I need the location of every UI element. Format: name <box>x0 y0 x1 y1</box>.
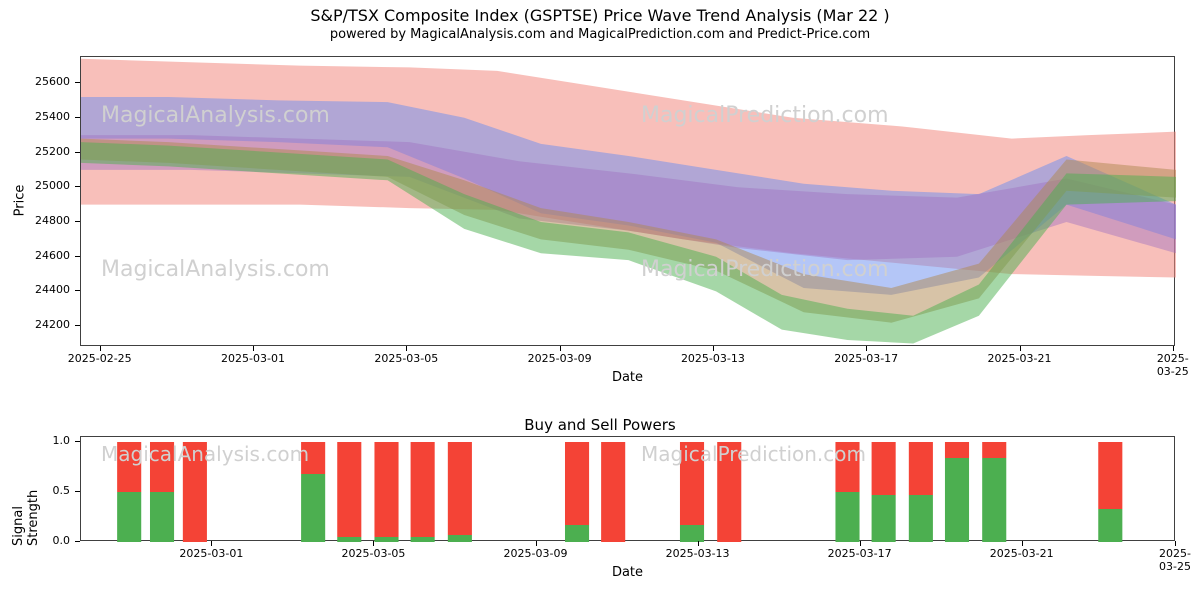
sell-bar <box>183 442 207 542</box>
buy-bar <box>301 474 325 542</box>
buy-bar <box>680 525 704 542</box>
subtitle: powered by MagicalAnalysis.com and Magic… <box>0 27 1200 42</box>
x-tick-label: 2025-03-13 <box>666 547 730 560</box>
y-tick-mark <box>75 117 80 118</box>
sell-bar <box>909 442 933 495</box>
sell-bar <box>601 442 625 542</box>
sell-bar <box>374 442 398 537</box>
buy-bar <box>565 525 589 542</box>
x-tick-label: 2025-03-09 <box>528 352 592 365</box>
x-tick-mark <box>698 541 699 546</box>
buy-bar <box>1098 509 1122 542</box>
y-tick-mark <box>75 186 80 187</box>
sell-bar <box>117 442 141 492</box>
x-tick-mark <box>100 346 101 351</box>
signal-chart-plot-area: MagicalAnalysis.com MagicalPrediction.co… <box>80 436 1175 541</box>
x-tick-mark <box>560 346 561 351</box>
buy-bar <box>150 492 174 542</box>
x-tick-mark <box>373 541 374 546</box>
y-tick-label: 25600 <box>10 75 70 88</box>
sell-bar <box>945 442 969 458</box>
sell-bar <box>150 442 174 492</box>
x-tick-label: 2025-03-09 <box>504 547 568 560</box>
main-title: S&P/TSX Composite Index (GSPTSE) Price W… <box>0 6 1200 25</box>
y-tick-label: 24400 <box>10 283 70 296</box>
x-tick-mark <box>866 346 867 351</box>
buy-bar <box>909 495 933 542</box>
x-tick-label: 2025-03-17 <box>828 547 892 560</box>
y-tick-label: 25400 <box>10 110 70 123</box>
sell-bar <box>835 442 859 492</box>
x-tick-label: 2025-03-21 <box>990 547 1054 560</box>
y-tick-mark <box>75 152 80 153</box>
y-tick-label: 24200 <box>10 318 70 331</box>
x-tick-label: 2025-02-25 <box>68 352 132 365</box>
y-tick-mark <box>75 82 80 83</box>
sell-bar <box>680 442 704 525</box>
buy-bar <box>872 495 896 542</box>
x-tick-label: 2025-03-17 <box>834 352 898 365</box>
sell-bar <box>717 442 741 542</box>
buy-bar <box>945 458 969 542</box>
price-bands-svg <box>81 57 1176 347</box>
sell-bar <box>1098 442 1122 509</box>
y-tick-mark <box>75 221 80 222</box>
x-tick-mark <box>1020 346 1021 351</box>
x-tick-label: 2025-03-01 <box>179 547 243 560</box>
x-tick-label: 2025-03-05 <box>374 352 438 365</box>
x-tick-mark <box>253 346 254 351</box>
x-tick-mark <box>713 346 714 351</box>
x-tick-mark <box>1022 541 1023 546</box>
y-tick-mark <box>75 491 80 492</box>
x-tick-mark <box>1173 346 1174 351</box>
y-tick-label: 25200 <box>10 145 70 158</box>
signal-bars-svg <box>81 437 1176 542</box>
signal-chart-title: Buy and Sell Powers <box>0 416 1200 434</box>
sell-bar <box>411 442 435 537</box>
y-tick-mark <box>75 441 80 442</box>
sell-bar <box>872 442 896 495</box>
sell-bar <box>448 442 472 535</box>
x-tick-mark <box>211 541 212 546</box>
y-tick-mark <box>75 290 80 291</box>
y-tick-mark <box>75 256 80 257</box>
price-chart-plot-area: MagicalAnalysis.com MagicalPrediction.co… <box>80 56 1175 346</box>
price-chart-y-label: Price <box>12 185 27 217</box>
y-tick-mark <box>75 325 80 326</box>
y-tick-label: 24600 <box>10 249 70 262</box>
x-tick-mark <box>1175 541 1176 546</box>
buy-bar <box>117 492 141 542</box>
price-chart-x-label: Date <box>80 370 1175 385</box>
buy-bar <box>982 458 1006 542</box>
signal-chart-y-label: Signal Strength <box>11 446 41 546</box>
sell-bar <box>301 442 325 474</box>
x-tick-label: 2025-03-21 <box>988 352 1052 365</box>
sell-bar <box>982 442 1006 458</box>
sell-bar <box>565 442 589 525</box>
sell-bar <box>337 442 361 537</box>
x-tick-mark <box>536 541 537 546</box>
x-tick-label: 2025-03-05 <box>341 547 405 560</box>
x-tick-mark <box>860 541 861 546</box>
x-tick-label: 2025-03-13 <box>681 352 745 365</box>
buy-bar <box>835 492 859 542</box>
chart-container: S&P/TSX Composite Index (GSPTSE) Price W… <box>0 6 1200 606</box>
x-tick-mark <box>406 346 407 351</box>
signal-chart-x-label: Date <box>80 565 1175 580</box>
x-tick-label: 2025-03-01 <box>221 352 285 365</box>
